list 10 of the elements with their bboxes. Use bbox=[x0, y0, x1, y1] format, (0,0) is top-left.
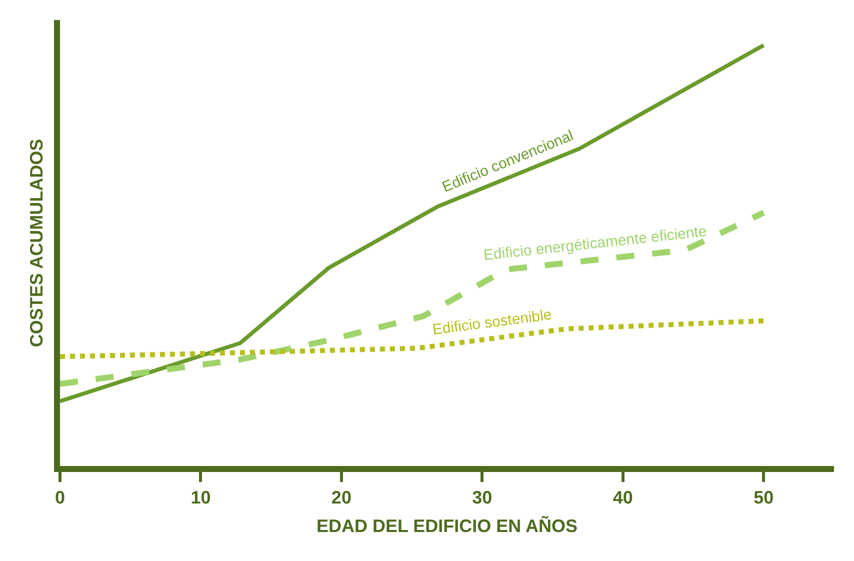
text: Edificio sostenible bbox=[431, 306, 553, 339]
x-tick-label: 40 bbox=[612, 488, 633, 508]
x-tick-label: 30 bbox=[472, 488, 492, 508]
x-axis-title: EDAD DEL EDIFICIO EN AÑOS bbox=[316, 515, 578, 536]
x-tick-label: 50 bbox=[754, 488, 774, 508]
x-tick-label: 20 bbox=[331, 488, 352, 508]
x-tick-label: 0 bbox=[54, 488, 66, 508]
text: Edificio energéticamente eficiente bbox=[482, 223, 708, 264]
y-axis-title: COSTES ACUMULADOS bbox=[26, 138, 47, 348]
x-tick-label: 10 bbox=[190, 488, 211, 508]
